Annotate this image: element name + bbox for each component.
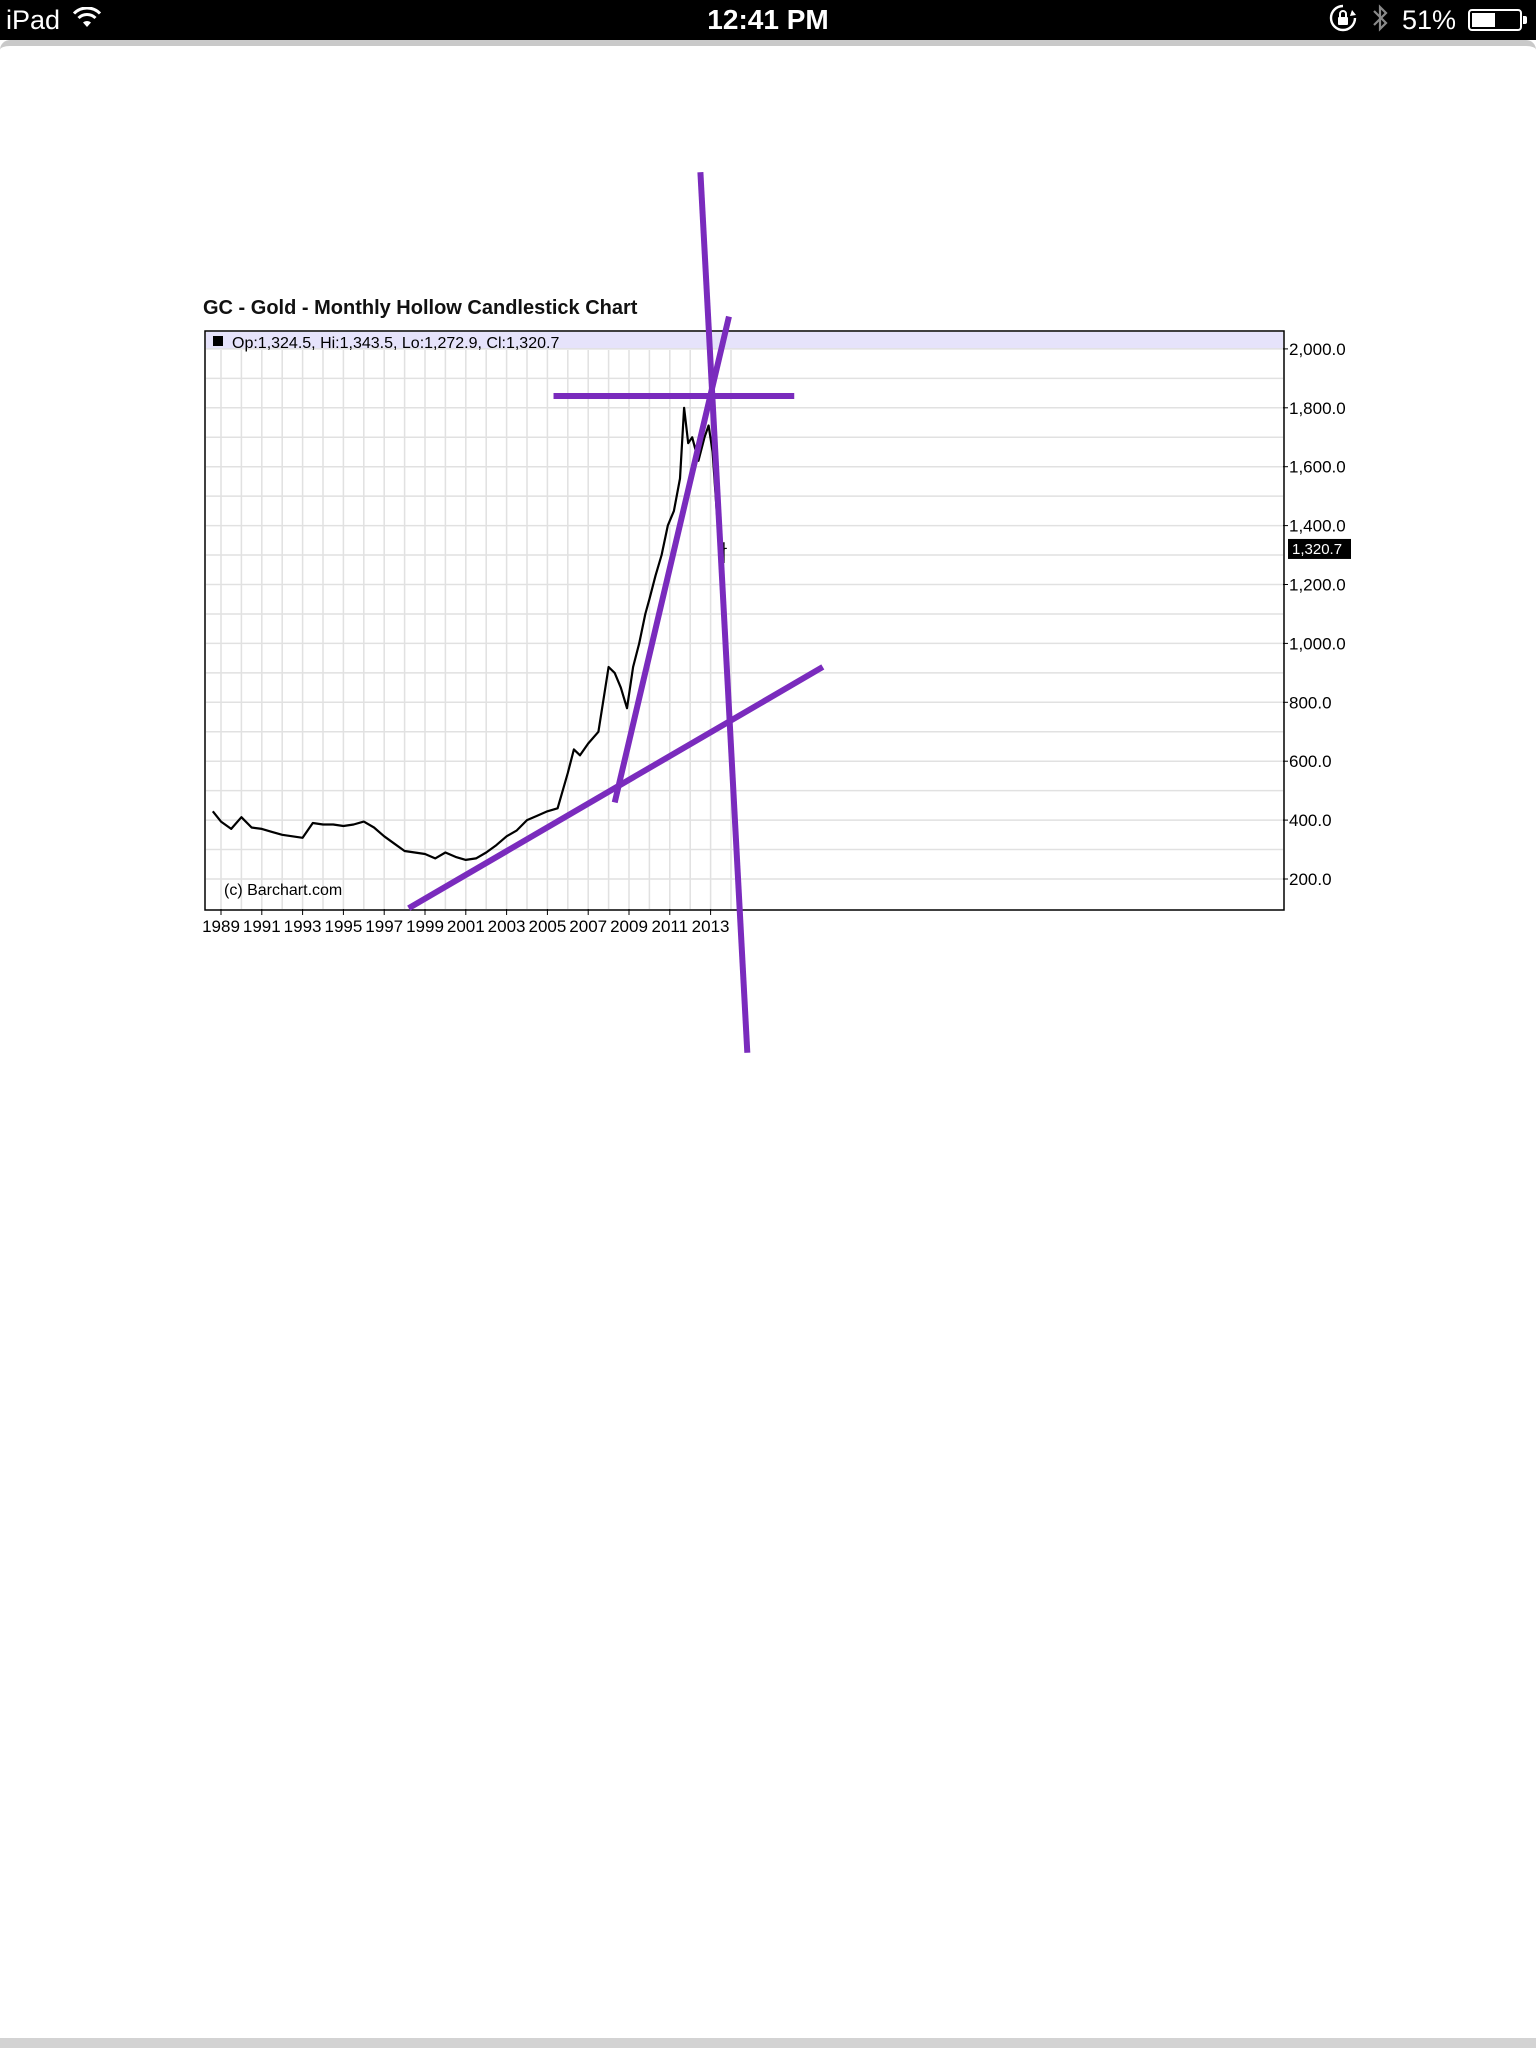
last-candle-body [720,547,727,549]
y-axis-ticks: 200.0 400.0 600.0 800.0 1,000.0 1,200.0 1,400.… [1283,340,1346,889]
y-tick-label: 600.0 [1289,752,1332,771]
y-tick-label: 800.0 [1289,693,1332,712]
x-tick-label: 2007 [569,917,607,936]
x-tick-label: 1989 [202,917,240,936]
y-tick-label: 1,600.0 [1289,458,1346,477]
status-bar: iPad 12:41 PM 51% [0,0,1536,40]
x-tick-label: 1995 [324,917,362,936]
x-tick-label: 1997 [365,917,403,936]
clock-time: 12:41 PM [707,4,829,35]
x-tick-label: 2005 [528,917,566,936]
annotation-line [697,172,751,1053]
info-band [206,332,1283,349]
y-tick-label: 1,800.0 [1289,399,1346,418]
wifi-icon [72,6,102,34]
x-tick-label: 1993 [284,917,322,936]
last-price-label: 1,320.7 [1292,541,1342,558]
y-tick-label: 1,200.0 [1289,576,1346,595]
y-tick-label: 1,000.0 [1289,634,1346,653]
chart-title: GC - Gold - Monthly Hollow Candlestick C… [203,297,638,319]
y-tick-label: 1,400.0 [1289,517,1346,536]
y-tick-label: 200.0 [1289,870,1332,889]
x-axis-ticks: 1989 1991 1993 1995 1997 1999 2001 2003 2005 2007… [202,909,730,936]
price-line [211,406,725,861]
y-tick-label: 400.0 [1289,811,1332,830]
annotation-lines [407,172,825,1053]
rotation-lock-icon [1328,3,1358,38]
battery-percent: 51% [1401,5,1456,35]
info-line: Op:1,324.5, Hi:1,343.5, Lo:1,272.9, Cl:1… [232,335,559,352]
credit-label: (c) Barchart.com [224,882,342,899]
grid [206,348,1283,909]
y-tick-label: 2,000.0 [1289,340,1346,359]
x-tick-label: 2001 [447,917,485,936]
x-tick-label: 2009 [610,917,648,936]
last-price-marker: 1,320.7 [1288,538,1351,559]
x-tick-label: 2003 [488,917,526,936]
battery-icon [1468,9,1527,31]
x-tick-label: 1991 [243,917,281,936]
x-tick-label: 2013 [692,917,730,936]
info-marker [213,336,223,346]
x-tick-label: 1999 [406,917,444,936]
bottom-edge [0,2038,1536,2048]
bluetooth-icon [1370,3,1390,38]
x-tick-label: 2011 [652,917,689,936]
last-price-box [1288,538,1351,559]
battery-fill [1472,13,1495,27]
carrier-label: iPad [6,5,61,35]
